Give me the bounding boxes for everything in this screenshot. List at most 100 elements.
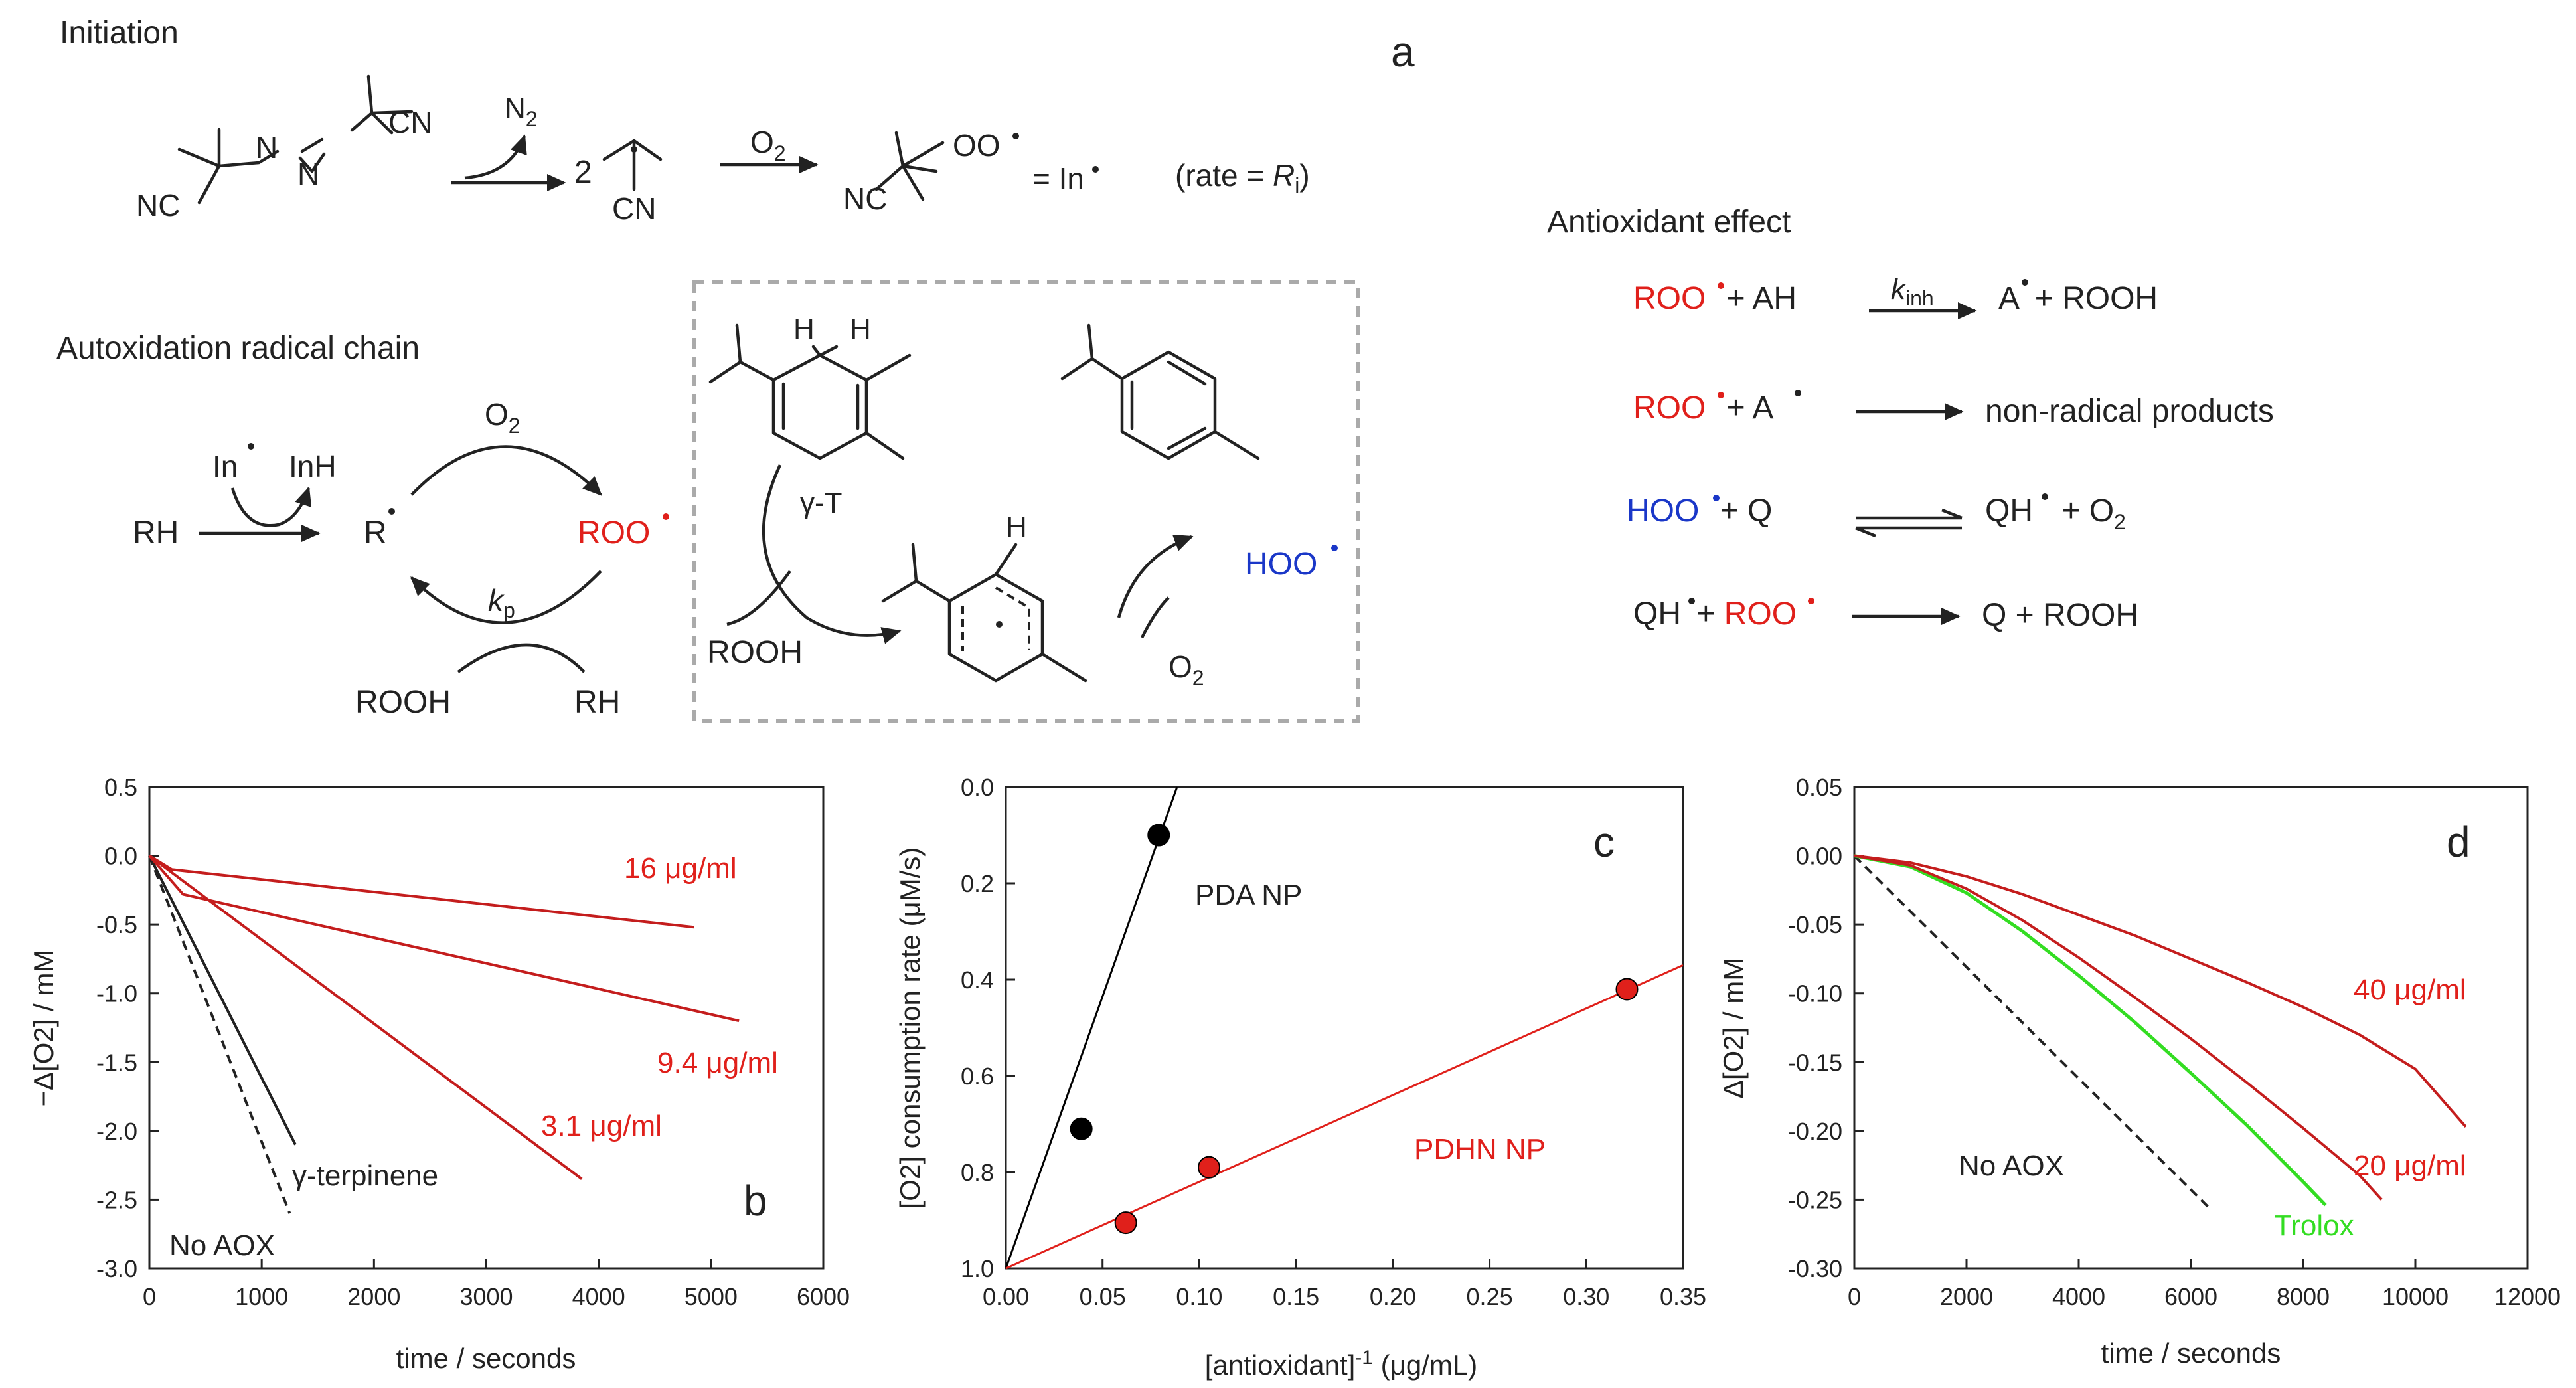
x-tick-label: 4000 [2052,1283,2105,1310]
in-equals: = In [1032,161,1084,196]
point-pda [1070,1117,1093,1140]
radical-dot [631,146,637,153]
x-tick-label: 0.05 [1080,1283,1126,1310]
x-tick-label: 0.30 [1563,1283,1609,1310]
cyclohexadienyl-radical-structure [881,543,1087,683]
x-tick-label: 4000 [572,1283,625,1310]
x-tick-label: 8000 [2277,1283,2330,1310]
label-9-4-ugml: 9.4 μg/ml [657,1047,778,1079]
plot-frame [1005,786,1684,1270]
y-tick-label: -0.20 [1788,1118,1842,1145]
reaction-3-eq-arrow-back [1855,526,1962,538]
line-40-ugml [1854,854,2467,1128]
panel-b-label: b [744,1177,767,1225]
coefficient-2: 2 [574,155,592,190]
x-tick-label: 0 [1848,1283,1861,1310]
x-tick-label: 0.15 [1273,1283,1319,1310]
line-16-ugml [148,854,694,929]
line-3-1-ugml [148,854,583,1180]
x-tick-label: 6000 [2164,1283,2217,1310]
label-no-aox: No AOX [169,1229,275,1262]
x-tick-label: 0.00 [983,1283,1029,1310]
x-tick-label: 6000 [797,1283,850,1310]
line-gamma-terpinene [148,855,297,1146]
peroxyl-nc: NC [843,181,887,216]
y-tick-label: -0.05 [1788,911,1842,938]
svg-text:N2: N2 [505,92,538,131]
autoxidation-chain: Autoxidation radical chain RH In InH R O… [56,331,669,720]
plot-frame [1853,786,2529,1270]
antioxidant-heading: Antioxidant effect [1547,205,1791,240]
chain-roo: ROO [578,515,650,551]
azo-n2: N [297,157,319,191]
antioxidant-effect: Antioxidant effect ROO + AH kinh A + ROO… [1547,205,2274,633]
x-tick-label: 12000 [2494,1283,2561,1310]
y-tick-label: 0.00 [1796,843,1842,870]
rate-expression: (rate = Ri) [1175,158,1310,197]
y-tick-label: -0.10 [1788,980,1842,1007]
x-tick-label: 5000 [684,1283,738,1310]
reaction-2-right: non-radical products [1985,394,2274,429]
line-no-aox [1853,855,2209,1208]
panel-b-chart: 0 1000 2000 3000 4000 5000 6000 0.5 0.0 -0.5 -1.0 -… [28,774,850,1374]
azo-n1: N [256,130,278,165]
reaction-4-right: Q + ROOH [1982,598,2138,633]
y-tick-label: -2.0 [96,1118,137,1145]
x-tick-label: 1000 [235,1283,288,1310]
kinh-label: kinh [1891,273,1934,310]
y-tick-label: -1.5 [96,1049,137,1076]
x-tick-label: 0.20 [1370,1283,1416,1310]
box-rooh: ROOH [707,635,803,670]
label-trolox: Trolox [2274,1209,2354,1242]
line-trolox [1854,854,2327,1207]
peroxyl-structure [874,131,945,201]
box-h2: H [850,313,871,345]
line-no-aox [148,855,291,1214]
reaction-2-left: ROO + A [1633,390,1773,426]
line-20-ugml [1854,854,2383,1201]
initiation-heading: Initiation [60,15,179,50]
chain-kp: kp [488,583,515,622]
y-tick-label: -0.30 [1788,1255,1842,1282]
gamma-t-label: γ-T [800,487,843,519]
chain-r-radical: R [364,515,387,551]
chain-inh: InH [289,449,337,483]
label-3-1-ugml: 3.1 μg/ml [541,1110,662,1142]
panel-c-label: c [1593,818,1615,866]
x-tick-label: 0 [143,1283,156,1310]
chain-rh-left: RH [133,515,179,551]
y-tick-label: -0.5 [96,911,137,938]
chain-heading: Autoxidation radical chain [56,331,420,366]
box-hoo: HOO [1245,547,1317,582]
y-tick-label: 0.6 [961,1063,994,1090]
y-tick-label: 0.0 [104,843,137,870]
x-tick-label: 2000 [347,1283,400,1310]
point-pdhn [1114,1211,1137,1235]
box-h3: H [1006,511,1027,543]
hoo-formation-arrow [1117,534,1194,618]
label-16-ugml: 16 μg/ml [624,852,737,885]
panel-d-label: d [2447,818,2470,866]
y-axis-label: [O2] consumption rate (μM/s) [894,847,926,1209]
y-tick-label: 0.05 [1796,774,1842,801]
label-no-aox: No AOX [1959,1150,2064,1182]
chain-rh-bottom: RH [574,685,620,720]
label-pdhn-np: PDHN NP [1414,1133,1546,1166]
p-cymene-structure [1060,323,1260,460]
y-tick-label: -2.5 [96,1186,137,1213]
o2-text-1: O [750,125,774,159]
x-tick-label: 0.25 [1467,1283,1513,1310]
gamma-terpinene-box: H H γ-T ROOH H O2 HOO [692,280,1360,723]
svg-text:O2: O2 [485,397,521,438]
y-axis-label: Δ[O2] / mM [1718,958,1749,1098]
panel-c-chart: 0.00 0.05 0.10 0.15 0.20 0.25 0.30 0.35 0.0 0.2 0.… [894,774,1706,1381]
label-gamma-terpinene: γ-terpinene [292,1160,438,1192]
reaction-3-left: HOO + Q [1627,493,1772,529]
reaction-1-right: A + ROOH [1998,281,2158,316]
point-pda [1147,824,1170,847]
x-tick-label: 10000 [2382,1283,2449,1310]
label-20-ugml: 20 μg/ml [2354,1150,2466,1182]
point-pdhn [1615,978,1639,1001]
x-tick-label: 0.35 [1660,1283,1706,1310]
